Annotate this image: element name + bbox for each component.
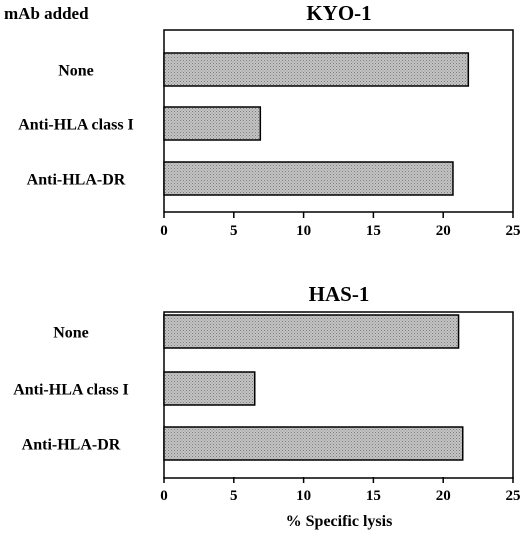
category-labels-kyo-1: None Anti-HLA class I Anti-HLA-DR: [18, 63, 134, 189]
chart-has-1: HAS-1 None Anti-HLA class I Anti-HLA-DR 0 5…: [13, 282, 520, 530]
bar-kyo-1-anti-hla-dr: [163, 161, 454, 196]
tick-label-has-1-0: 0: [160, 488, 168, 504]
category-label-has-1-anti-hla-class-i: Anti-HLA class I: [13, 382, 129, 399]
bars-has-1: [163, 314, 464, 461]
bar-kyo-1-anti-hla-class-i: [163, 106, 262, 141]
mab-added-header: mAb added: [4, 4, 89, 23]
category-label-kyo-1-anti-hla-class-i: Anti-HLA class I: [18, 117, 134, 134]
x-axis-label: % Specific lysis: [286, 513, 393, 530]
x-axis-ticks-has-1: 0 5 10 15 20 25: [160, 477, 520, 504]
chart-kyo-1: KYO-1 None Anti-HLA class I Anti-HLA-DR 0 5…: [18, 1, 520, 239]
bar-has-1-anti-hla-dr: [163, 426, 464, 461]
bar-has-1-anti-hla-class-i: [163, 371, 256, 406]
tick-label-kyo-1-0: 0: [160, 223, 168, 239]
tick-label-kyo-1-15: 15: [366, 223, 381, 239]
tick-label-kyo-1-10: 10: [296, 223, 311, 239]
category-labels-has-1: None Anti-HLA class I Anti-HLA-DR: [13, 325, 129, 454]
category-label-has-1-none: None: [53, 325, 89, 342]
tick-label-kyo-1-20: 20: [436, 223, 451, 239]
category-label-kyo-1-anti-hla-dr: Anti-HLA-DR: [27, 172, 126, 189]
category-label-has-1-anti-hla-dr: Anti-HLA-DR: [22, 437, 121, 454]
tick-label-kyo-1-5: 5: [230, 223, 238, 239]
chart-title-kyo-1: KYO-1: [306, 1, 371, 25]
tick-label-has-1-15: 15: [366, 488, 381, 504]
tick-label-has-1-5: 5: [230, 488, 238, 504]
x-axis-ticks-kyo-1: 0 5 10 15 20 25: [160, 212, 520, 239]
tick-label-kyo-1-25: 25: [506, 223, 520, 239]
bar-has-1-none: [163, 314, 460, 349]
bars-kyo-1: [163, 52, 470, 196]
tick-label-has-1-10: 10: [296, 488, 311, 504]
tick-label-has-1-25: 25: [506, 488, 520, 504]
bar-kyo-1-none: [163, 52, 470, 87]
chart-title-has-1: HAS-1: [309, 282, 370, 306]
tick-label-has-1-20: 20: [436, 488, 451, 504]
category-label-kyo-1-none: None: [58, 63, 94, 80]
